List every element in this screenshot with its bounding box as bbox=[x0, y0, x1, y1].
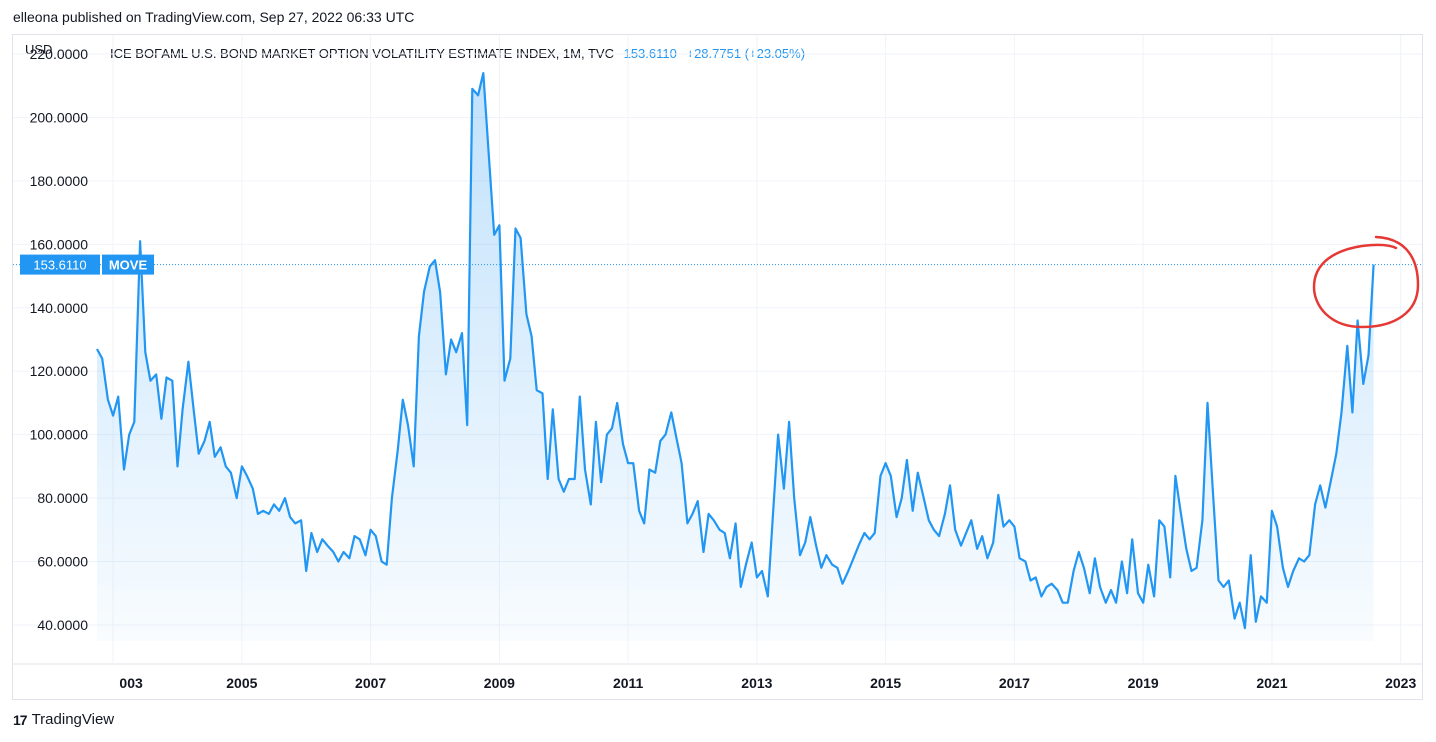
x-tick-label: 2023 bbox=[1385, 675, 1416, 691]
price-tag-value: 153.6110 bbox=[33, 258, 86, 273]
x-tick-label: 2013 bbox=[741, 675, 772, 691]
chart-frame bbox=[12, 34, 1423, 700]
y-axis: 220.0000 200.0000 180.0000 160.0000 140.0000… bbox=[30, 46, 89, 633]
change-value: +28.7751 (+23.05%) bbox=[686, 46, 806, 61]
series-line bbox=[96, 72, 1375, 630]
x-tick-label: 2015 bbox=[870, 675, 901, 691]
price-tag: 153.6110 MOVE bbox=[20, 254, 154, 275]
y-tick-label: 100.0000 bbox=[30, 427, 89, 443]
x-tick-label: 2005 bbox=[226, 675, 257, 691]
footer-brand-name: TradingView bbox=[31, 711, 115, 728]
currency-label: USD bbox=[25, 42, 53, 57]
price-tag-value-box bbox=[20, 254, 100, 275]
last-value: 153.6110 bbox=[623, 46, 677, 61]
series-area bbox=[97, 73, 1374, 642]
x-tick-label: 2009 bbox=[484, 675, 515, 691]
y-tick-label: 120.0000 bbox=[30, 363, 89, 379]
published-caption: elleona published on TradingView.com, Se… bbox=[13, 9, 415, 25]
x-tick-label: 003 bbox=[119, 675, 143, 691]
x-tick-label: 2017 bbox=[999, 675, 1030, 691]
x-axis: 003 2005 2007 2009 2011 2013 2015 2017 2019 2021 2… bbox=[13, 663, 1422, 691]
footer-brand: 17 TradingView bbox=[13, 711, 114, 728]
x-tick-label: 2019 bbox=[1128, 675, 1159, 691]
chart-title: ICE BOFAML U.S. BOND MARKET OPTION VOLAT… bbox=[110, 46, 614, 61]
y-tick-label: 180.0000 bbox=[30, 173, 89, 189]
y-tick-label: 60.0000 bbox=[37, 554, 88, 570]
x-tick-label: 2007 bbox=[355, 675, 386, 691]
y-tick-label: 40.0000 bbox=[37, 617, 88, 633]
y-tick-label: 140.0000 bbox=[30, 300, 89, 316]
y-tick-label: 200.0000 bbox=[30, 109, 89, 125]
x-tick-label: 2021 bbox=[1256, 675, 1287, 691]
y-tick-label: 220.0000 bbox=[30, 46, 89, 62]
annotation-circle bbox=[1312, 235, 1420, 329]
chart-legend: ICE BOFAML U.S. BOND MARKET OPTION VOLAT… bbox=[110, 46, 805, 61]
tradingview-logo-icon: 17 bbox=[13, 711, 28, 728]
x-tick-label: 2011 bbox=[613, 675, 644, 691]
y-tick-label: 80.0000 bbox=[37, 490, 88, 506]
price-tag-symbol-box bbox=[102, 254, 154, 275]
y-tick-label: 160.0000 bbox=[30, 236, 89, 252]
price-tag-symbol: MOVE bbox=[109, 258, 148, 273]
